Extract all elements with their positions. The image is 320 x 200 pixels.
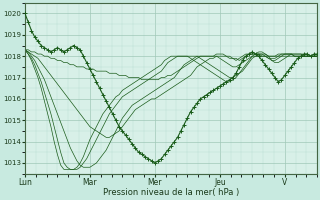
X-axis label: Pression niveau de la mer( hPa ): Pression niveau de la mer( hPa )	[103, 188, 239, 197]
